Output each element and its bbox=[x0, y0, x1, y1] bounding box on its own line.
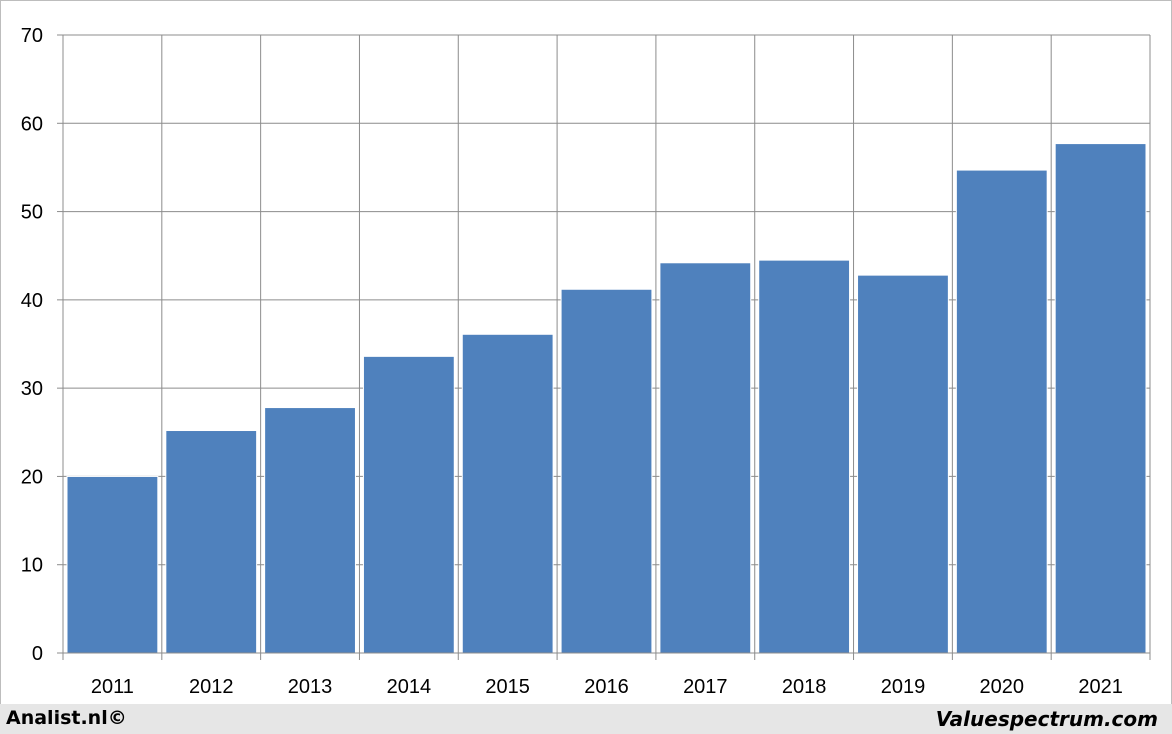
y-tick-label: 60 bbox=[21, 113, 43, 135]
x-tick-label: 2013 bbox=[288, 676, 333, 698]
x-tick-label: 2018 bbox=[782, 676, 827, 698]
bar-2019 bbox=[857, 274, 949, 654]
y-tick-label: 70 bbox=[21, 25, 43, 47]
x-tick-label: 2019 bbox=[881, 676, 926, 698]
y-tick-label: 50 bbox=[21, 202, 43, 224]
bar-2014 bbox=[362, 355, 455, 654]
x-tick-label: 2015 bbox=[485, 676, 530, 698]
tick-labels: 0 10 20 30 40 50 60 70 2011 2012 2013 2014 2015 2016 2… bbox=[21, 25, 1123, 698]
bar-chart: 0 10 20 30 40 50 60 70 2011 2012 2013 2014 2015 2016 2… bbox=[21, 25, 1151, 698]
bar-2015 bbox=[461, 333, 554, 654]
x-tick-label: 2017 bbox=[683, 676, 728, 698]
x-tick-label: 2014 bbox=[387, 676, 432, 698]
source-credit-right: Valuespectrum.com bbox=[935, 707, 1158, 731]
x-tick-label: 2021 bbox=[1078, 676, 1123, 698]
bars bbox=[66, 143, 1147, 654]
bar-2017 bbox=[659, 262, 752, 654]
source-credit-left: Analist.nl© bbox=[6, 707, 127, 729]
axes bbox=[57, 34, 1151, 660]
x-tick-label: 2020 bbox=[980, 676, 1025, 698]
y-tick-label: 0 bbox=[32, 643, 43, 665]
bar-2018 bbox=[758, 259, 851, 654]
y-tick-label: 10 bbox=[21, 555, 43, 577]
bar-2012 bbox=[165, 430, 258, 654]
x-tick-label: 2016 bbox=[584, 676, 629, 698]
x-tick-label: 2011 bbox=[91, 676, 134, 698]
bar-2013 bbox=[264, 407, 356, 654]
footer-bar: Analist.nl© Valuespectrum.com bbox=[0, 704, 1172, 734]
y-tick-label: 40 bbox=[21, 290, 43, 312]
bar-2020 bbox=[955, 169, 1048, 654]
y-tick-label: 30 bbox=[21, 378, 43, 400]
x-tick-label: 2012 bbox=[189, 676, 234, 698]
chart-area: 0 10 20 30 40 50 60 70 2011 2012 2013 2014 2015 2016 2… bbox=[0, 0, 1172, 705]
bar-2021 bbox=[1054, 143, 1147, 654]
y-tick-label: 20 bbox=[21, 466, 43, 488]
bar-2016 bbox=[560, 288, 653, 654]
bar-2011 bbox=[66, 475, 159, 654]
